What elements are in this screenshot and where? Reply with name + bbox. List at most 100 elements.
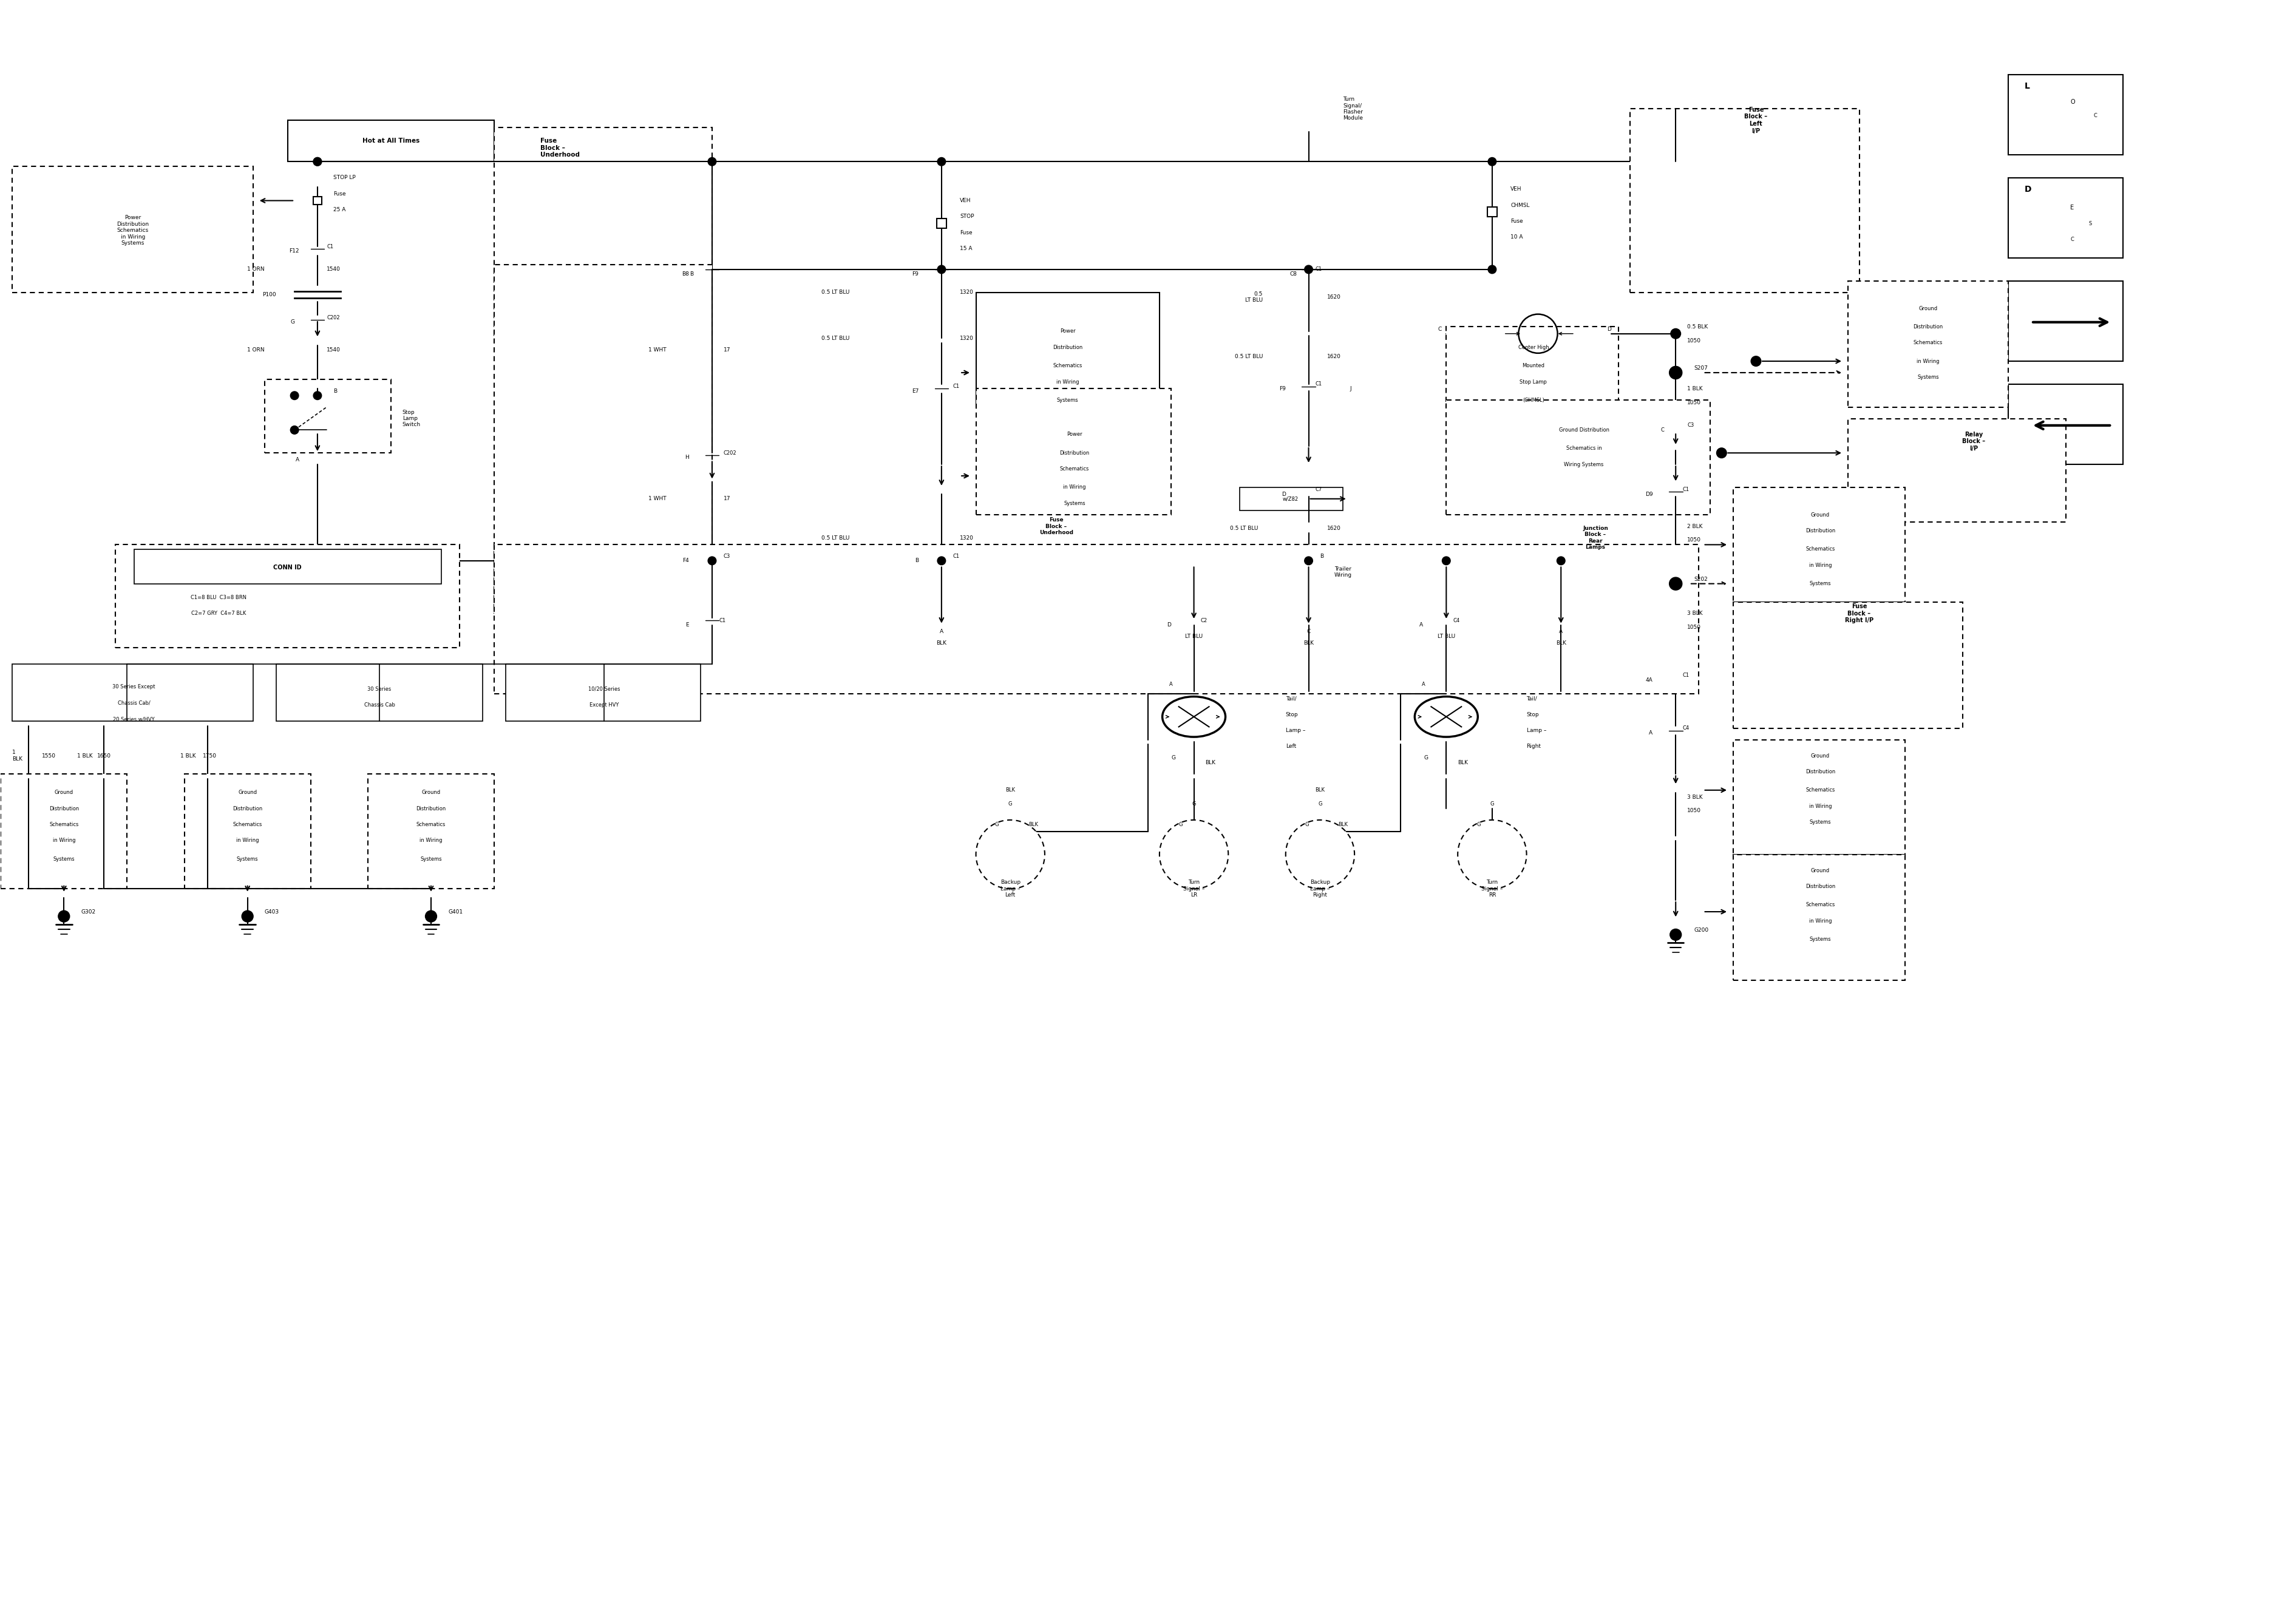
FancyBboxPatch shape bbox=[0, 775, 126, 889]
Circle shape bbox=[1671, 328, 1681, 338]
Text: 0.5 LT BLU: 0.5 LT BLU bbox=[822, 535, 850, 540]
Text: CONN ID: CONN ID bbox=[273, 564, 301, 571]
Text: G: G bbox=[1192, 800, 1196, 807]
Text: 1050: 1050 bbox=[1688, 537, 1701, 543]
Text: G: G bbox=[289, 320, 294, 325]
Text: Left: Left bbox=[1286, 744, 1297, 749]
Text: Power
Distribution
Schematics
in Wiring
Systems: Power Distribution Schematics in Wiring … bbox=[117, 215, 149, 246]
Text: Junction
Block –
Rear
Lamps: Junction Block – Rear Lamps bbox=[1582, 526, 1607, 550]
Text: Lamp –: Lamp – bbox=[1527, 728, 1545, 733]
Text: A: A bbox=[296, 458, 298, 462]
Text: 3 BLK: 3 BLK bbox=[1688, 794, 1704, 800]
FancyBboxPatch shape bbox=[976, 293, 1159, 407]
Text: G: G bbox=[1318, 800, 1322, 807]
Text: Backup
Lamp –
Left: Backup Lamp – Left bbox=[1001, 880, 1019, 897]
FancyBboxPatch shape bbox=[1630, 108, 1860, 293]
Text: in Wiring: in Wiring bbox=[1809, 563, 1832, 568]
Text: E: E bbox=[2071, 204, 2073, 210]
Text: C8: C8 bbox=[1290, 272, 1297, 277]
Text: Stop Lamp: Stop Lamp bbox=[1520, 378, 1548, 385]
Text: 0.5 LT BLU: 0.5 LT BLU bbox=[822, 335, 850, 341]
Circle shape bbox=[312, 157, 321, 167]
Text: Chassis Cab/: Chassis Cab/ bbox=[117, 700, 149, 705]
FancyBboxPatch shape bbox=[11, 665, 253, 721]
Text: C: C bbox=[2094, 113, 2096, 118]
Circle shape bbox=[937, 157, 946, 167]
Text: G: G bbox=[1490, 800, 1495, 807]
FancyBboxPatch shape bbox=[494, 128, 712, 338]
Text: Schematics: Schematics bbox=[48, 821, 78, 828]
Circle shape bbox=[707, 157, 716, 167]
Text: in Wiring: in Wiring bbox=[1056, 378, 1079, 385]
Text: Systems: Systems bbox=[1917, 375, 1938, 380]
Text: 1 BLK: 1 BLK bbox=[181, 754, 195, 758]
Text: (CHMSL): (CHMSL) bbox=[1522, 398, 1545, 403]
Text: F9: F9 bbox=[912, 272, 918, 277]
Text: BLK: BLK bbox=[1316, 787, 1325, 792]
Ellipse shape bbox=[1458, 820, 1527, 889]
Text: BLK: BLK bbox=[1339, 821, 1348, 828]
Text: C1: C1 bbox=[719, 618, 726, 623]
Text: F4: F4 bbox=[682, 558, 689, 563]
Circle shape bbox=[1304, 556, 1313, 564]
Text: Ground: Ground bbox=[1812, 513, 1830, 517]
Text: C1: C1 bbox=[1316, 382, 1322, 386]
Text: Fuse
Block –
Underhood: Fuse Block – Underhood bbox=[1040, 517, 1072, 535]
Text: Mounted: Mounted bbox=[1522, 364, 1545, 369]
Text: 1 BLK: 1 BLK bbox=[78, 754, 92, 758]
Text: Stop: Stop bbox=[1286, 711, 1297, 718]
Text: Backup
Lamp –
Right: Backup Lamp – Right bbox=[1311, 880, 1329, 897]
Text: C1: C1 bbox=[1683, 673, 1690, 678]
Text: Except HVY: Except HVY bbox=[590, 702, 620, 708]
Text: Center High: Center High bbox=[1518, 344, 1550, 351]
Text: Lamp –: Lamp – bbox=[1286, 728, 1306, 733]
Circle shape bbox=[1304, 265, 1313, 273]
Text: 30 Series Except: 30 Series Except bbox=[113, 684, 156, 690]
Text: Schematics: Schematics bbox=[1061, 466, 1088, 472]
FancyBboxPatch shape bbox=[1488, 207, 1497, 217]
Text: Ground: Ground bbox=[422, 789, 441, 796]
Text: Fuse
Block –
Left
I/P: Fuse Block – Left I/P bbox=[1745, 107, 1768, 134]
Text: Distribution: Distribution bbox=[1805, 770, 1835, 775]
Text: Stop: Stop bbox=[1527, 711, 1538, 718]
Text: 1620: 1620 bbox=[1327, 526, 1341, 532]
Circle shape bbox=[1557, 556, 1566, 564]
Text: H: H bbox=[684, 454, 689, 461]
Circle shape bbox=[1669, 928, 1681, 941]
Text: BLK: BLK bbox=[1006, 787, 1015, 792]
FancyBboxPatch shape bbox=[1446, 399, 1711, 514]
Text: C: C bbox=[2071, 236, 2073, 243]
Text: 1050: 1050 bbox=[1688, 808, 1701, 813]
Text: A: A bbox=[1421, 682, 1426, 687]
Circle shape bbox=[425, 910, 436, 922]
Text: Fuse: Fuse bbox=[1511, 218, 1522, 225]
Text: in Wiring: in Wiring bbox=[420, 838, 443, 844]
Text: Schematics: Schematics bbox=[1805, 902, 1835, 907]
Text: C2=7 GRY  C4=7 BLK: C2=7 GRY C4=7 BLK bbox=[191, 611, 246, 616]
Text: Distribution: Distribution bbox=[1805, 884, 1835, 889]
Text: G401: G401 bbox=[448, 909, 464, 915]
Text: Fuse
Block –
Right I/P: Fuse Block – Right I/P bbox=[1846, 603, 1874, 624]
Circle shape bbox=[937, 265, 946, 273]
Text: Trailer
Wiring: Trailer Wiring bbox=[1334, 566, 1352, 579]
Text: Fuse: Fuse bbox=[960, 230, 974, 236]
Circle shape bbox=[312, 391, 321, 399]
Text: Turn
Signal –
RR: Turn Signal – RR bbox=[1481, 880, 1504, 897]
FancyBboxPatch shape bbox=[115, 545, 459, 648]
Text: Tail/: Tail/ bbox=[1527, 695, 1538, 702]
Text: 1650: 1650 bbox=[96, 754, 110, 758]
Text: 2 BLK: 2 BLK bbox=[1688, 524, 1704, 529]
Text: G: G bbox=[1304, 821, 1309, 828]
Text: VEH: VEH bbox=[1511, 186, 1522, 192]
Text: Distribution: Distribution bbox=[48, 805, 78, 812]
FancyBboxPatch shape bbox=[276, 665, 482, 721]
Text: 1320: 1320 bbox=[960, 535, 974, 540]
Text: D: D bbox=[1281, 492, 1286, 496]
Text: E: E bbox=[687, 623, 689, 627]
FancyBboxPatch shape bbox=[2009, 281, 2124, 361]
Text: 1 WHT: 1 WHT bbox=[647, 496, 666, 501]
Text: 1540: 1540 bbox=[326, 267, 340, 272]
Text: 10/20 Series: 10/20 Series bbox=[588, 687, 620, 692]
FancyBboxPatch shape bbox=[264, 380, 390, 453]
Text: in Wiring: in Wiring bbox=[1809, 918, 1832, 923]
